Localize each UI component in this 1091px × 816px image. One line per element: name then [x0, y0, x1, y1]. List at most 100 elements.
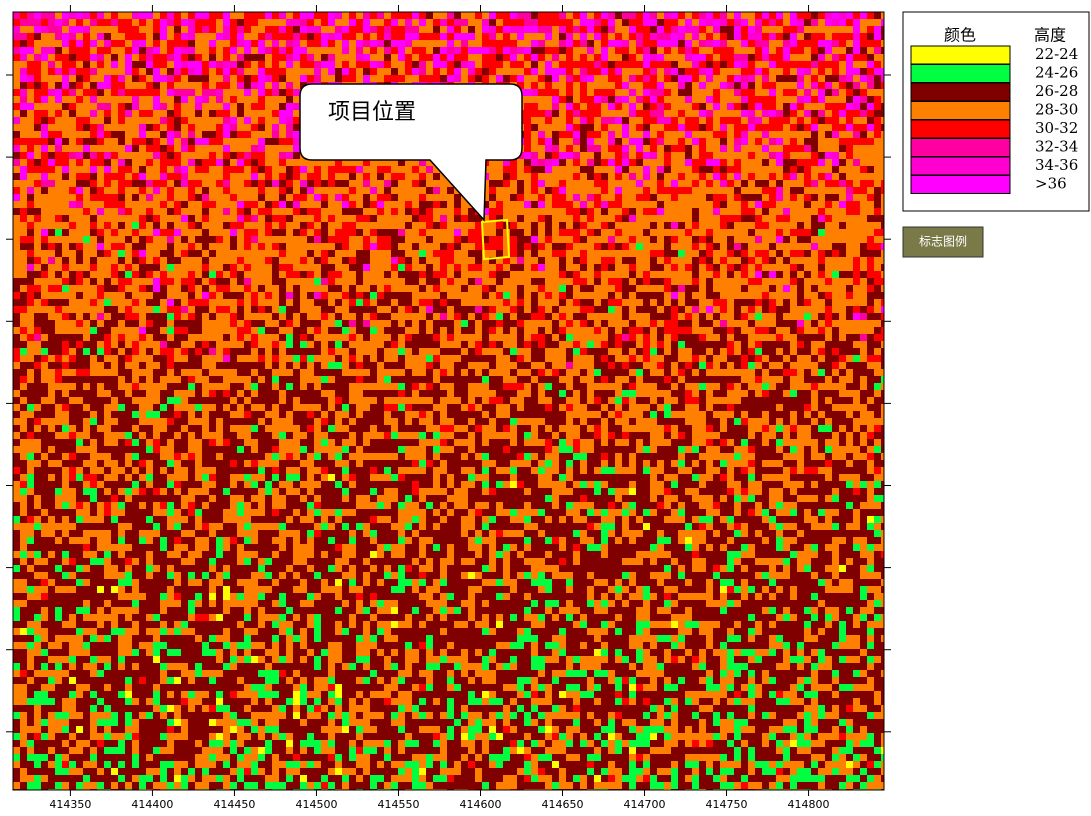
raster-cell [790, 222, 797, 229]
raster-cell [272, 12, 279, 19]
raster-cell [188, 33, 195, 40]
raster-cell [188, 222, 195, 229]
raster-cell [34, 166, 41, 173]
raster-cell [776, 180, 783, 187]
raster-cell [475, 264, 482, 271]
raster-cell [69, 145, 76, 152]
raster-cell [13, 124, 20, 131]
raster-cell [41, 138, 48, 145]
raster-cell [650, 187, 657, 194]
raster-cell [804, 54, 811, 61]
raster-cell [146, 271, 153, 278]
raster-cell [503, 194, 510, 201]
raster-cell [20, 159, 27, 166]
raster-cell [685, 229, 692, 236]
raster-cell [713, 145, 720, 152]
raster-cell [307, 243, 314, 250]
raster-cell [594, 208, 601, 215]
raster-cell [62, 166, 69, 173]
raster-cell [664, 110, 671, 117]
raster-cell [405, 40, 412, 47]
raster-cell [664, 96, 671, 103]
raster-cell [202, 75, 209, 82]
raster-cell [146, 222, 153, 229]
raster-cell [181, 222, 188, 229]
raster-cell [482, 264, 489, 271]
raster-cell [720, 47, 727, 54]
raster-cell [195, 173, 202, 180]
raster-cell [405, 47, 412, 54]
raster-cell [188, 166, 195, 173]
raster-cell [713, 124, 720, 131]
raster-cell [839, 75, 846, 82]
raster-cell [237, 75, 244, 82]
raster-cell [377, 19, 384, 26]
raster-cell [279, 124, 286, 131]
raster-cell [671, 229, 678, 236]
raster-cell [251, 278, 258, 285]
raster-cell [335, 12, 342, 19]
raster-cell [244, 243, 251, 250]
raster-cell [307, 173, 314, 180]
raster-cell [643, 152, 650, 159]
raster-cell [34, 173, 41, 180]
raster-cell [643, 215, 650, 222]
raster-cell [531, 117, 538, 124]
raster-cell [328, 12, 335, 19]
raster-cell [398, 236, 405, 243]
raster-cell [160, 166, 167, 173]
raster-cell [174, 54, 181, 61]
raster-cell [251, 89, 258, 96]
raster-cell [636, 131, 643, 138]
raster-cell [34, 26, 41, 33]
raster-cell [601, 47, 608, 54]
raster-cell [587, 173, 594, 180]
raster-cell [664, 124, 671, 131]
raster-cell [202, 131, 209, 138]
raster-cell [818, 194, 825, 201]
raster-cell [517, 250, 524, 257]
raster-cell [720, 229, 727, 236]
raster-cell [391, 285, 398, 292]
raster-cell [489, 229, 496, 236]
raster-cell [440, 215, 447, 222]
raster-cell [440, 26, 447, 33]
raster-cell [104, 61, 111, 68]
raster-cell [132, 12, 139, 19]
raster-cell [202, 33, 209, 40]
raster-cell [804, 215, 811, 222]
raster-cell [377, 26, 384, 33]
raster-cell [125, 264, 132, 271]
raster-cell [370, 187, 377, 194]
raster-cell [265, 257, 272, 264]
raster-cell [314, 187, 321, 194]
raster-cell [293, 96, 300, 103]
raster-cell [853, 285, 860, 292]
raster-cell [713, 54, 720, 61]
raster-cell [118, 68, 125, 75]
raster-cell [132, 68, 139, 75]
raster-cell [475, 271, 482, 278]
raster-cell [559, 152, 566, 159]
raster-cell [258, 33, 265, 40]
raster-cell [699, 166, 706, 173]
raster-cell [874, 19, 881, 26]
raster-cell [552, 173, 559, 180]
raster-cell [419, 173, 426, 180]
raster-cell [377, 61, 384, 68]
raster-cell [811, 96, 818, 103]
raster-cell [678, 68, 685, 75]
raster-cell [132, 19, 139, 26]
raster-cell [160, 229, 167, 236]
raster-cell [804, 26, 811, 33]
raster-cell [209, 103, 216, 110]
raster-cell [342, 222, 349, 229]
raster-cell [279, 40, 286, 47]
raster-cell [258, 40, 265, 47]
raster-cell [125, 89, 132, 96]
raster-cell [839, 19, 846, 26]
raster-cell [524, 12, 531, 19]
raster-cell [370, 222, 377, 229]
raster-cell [426, 201, 433, 208]
raster-cell [811, 138, 818, 145]
